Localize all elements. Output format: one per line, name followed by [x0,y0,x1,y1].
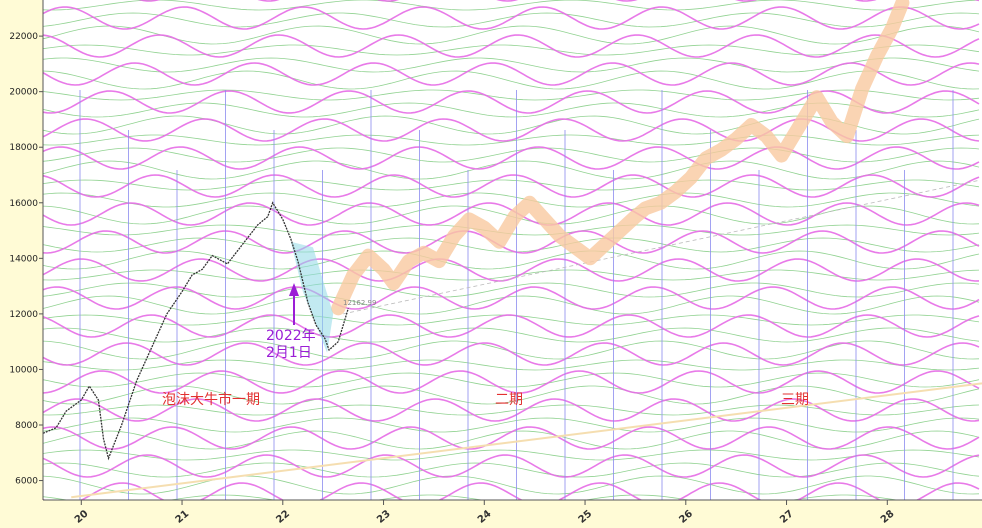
x-axis: 20 21 22 23 24 25 26 27 28 [0,499,982,528]
green-wave [42,359,980,371]
pink-wave [42,230,980,254]
y-tick-label: 14000 [9,254,38,264]
pink-wave [42,118,980,142]
y-tick-label: 22000 [9,32,38,42]
green-wave [42,282,980,298]
date-arrow-head [289,283,299,296]
green-wave [42,25,980,45]
date-label-line2: 2月1日 [266,345,312,361]
price-line [42,201,349,461]
green-wave [42,44,980,56]
green-wave [42,70,980,90]
green-wave [42,462,980,478]
green-wave [42,147,980,163]
green-wave [42,57,980,73]
green-wave [42,417,980,433]
pink-wave [42,34,980,58]
green-wave [42,250,980,270]
green-wave [42,385,980,405]
long-term-trend-lines [71,180,982,499]
pink-wave [42,398,980,422]
y-axis-panel [0,0,43,500]
green-wave [42,160,980,180]
green-wave [42,372,980,388]
y-tick-label: 10000 [9,365,38,375]
trend-line [71,382,982,499]
green-wave [42,0,980,11]
phase3-label: 三期 [781,392,809,408]
pink-wave [42,342,980,366]
phase1-label: 泡沫大牛市一期 [162,391,260,408]
green-wave [42,295,980,315]
y-tick-label: 16000 [9,199,38,209]
green-wave [42,192,980,208]
projection-trend-line [343,180,979,315]
green-wave [42,269,980,281]
y-tick-label: 20000 [9,88,38,98]
price-tag: 12162.99 [343,299,376,307]
pink-wave [42,90,980,114]
projection-line [331,0,910,316]
cycle-vertical-lines [79,90,954,500]
green-wave [42,475,980,495]
pink-wave [42,202,980,226]
price-series [42,201,349,461]
green-wave [42,134,980,146]
channel-band [290,241,334,353]
pink-wave [42,146,980,170]
pink-wave [42,426,980,450]
y-tick-label: 6000 [15,477,38,487]
y-tick-label: 18000 [9,143,38,153]
x-axis-panel [0,500,982,528]
date-label-line1: 2022年 [266,328,316,344]
green-wave [42,327,980,343]
pink-wave [42,454,980,478]
y-axis: 6000 8000 10000 12000 14000 16000 18000 20000 22… [0,0,44,500]
pink-wave [42,62,980,86]
phase2-label: 二期 [495,392,523,408]
y-tick-label: 8000 [15,421,38,431]
green-wave [42,179,980,191]
pink-wave [138,0,980,2]
pink-wave [42,314,980,338]
annotations: 2022年 2月1日 泡沫大牛市一期 二期 三期 12162.99 [162,283,809,408]
green-wave [42,12,980,28]
decline-channel [290,241,334,353]
green-wave [42,237,980,253]
y-tick-label: 12000 [9,310,38,320]
pink-wave [42,370,980,394]
green-wave [42,449,980,461]
pink-wave [42,174,980,198]
pink-wave [42,6,980,30]
projection-band [331,0,910,316]
pink-wave [42,286,980,310]
